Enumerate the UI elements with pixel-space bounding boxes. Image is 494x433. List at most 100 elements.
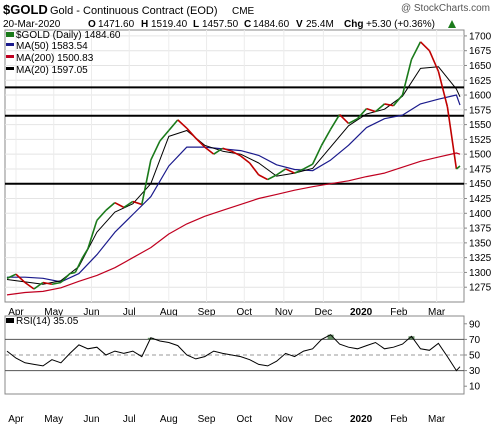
price-segment: [240, 155, 251, 164]
legend-swatch-price: [6, 32, 14, 37]
low-label: L: [193, 19, 199, 30]
change-value: +5.30 (+0.36%): [366, 19, 435, 30]
rsi-y-tick-label: 30: [469, 366, 481, 377]
rsi-grid: [5, 338, 464, 372]
price-x-tick-label: Nov: [275, 307, 293, 318]
price-segment: [42, 281, 53, 286]
price-y-tick-label: 1325: [469, 253, 492, 264]
volume-label: V: [296, 19, 303, 30]
legend-ma50: MA(50) 1583.54: [16, 41, 88, 52]
price-y-tick-label: 1350: [469, 238, 492, 249]
price-segment: [419, 41, 431, 52]
price-x-tick-label: 2020: [350, 307, 373, 318]
close-label: C: [244, 19, 251, 30]
close-value: 1484.60: [253, 19, 290, 30]
price-segment: [168, 119, 179, 132]
price-segment: [159, 130, 170, 142]
rsi-x-tick-label: Jun: [83, 414, 99, 425]
price-segment: [123, 200, 134, 209]
symbol-title: $GOLD: [3, 2, 48, 17]
rsi-overbought-fill: [327, 334, 334, 340]
legend-ma200: MA(200) 1500.83: [16, 53, 94, 64]
rsi-x-tick-label: Mar: [428, 414, 446, 425]
price-segment: [81, 248, 89, 259]
price-x-axis: Apr May Jun Jul Aug Sep Oct Nov Dec 2020 Feb Mar: [8, 307, 446, 318]
price-y-tick-label: 1550: [469, 120, 492, 131]
support-resistance-lines: [5, 86, 464, 185]
price-segment: [329, 114, 341, 130]
price-segment: [69, 271, 76, 275]
price-segment: [384, 103, 394, 107]
exchange-label: CME: [232, 6, 255, 17]
instrument-name: Gold - Continuous Contract (EOD): [50, 5, 218, 17]
rsi-x-tick-label: May: [44, 414, 63, 425]
price-segment: [222, 147, 232, 152]
legend-price: $GOLD (Daily) 1484.60: [16, 30, 121, 41]
open-label: O: [88, 19, 96, 30]
rsi-x-tick-label: Apr: [8, 414, 24, 425]
price-segment: [177, 119, 188, 129]
rsi-y-axis: 10 30 50 70 90: [464, 319, 481, 393]
up-arrow-icon: [448, 20, 456, 28]
price-segment: [231, 150, 242, 157]
price-segment: [366, 107, 376, 113]
price-segment: [356, 108, 368, 120]
price-legend: $GOLD (Daily) 1484.60 MA(50) 1583.54 MA(…: [6, 30, 121, 76]
price-x-tick-label: Feb: [390, 307, 408, 318]
price-x-tick-label: Jun: [83, 307, 99, 318]
price-segment: [186, 127, 197, 139]
legend-swatch-ma200: [6, 55, 14, 58]
price-segment: [455, 165, 461, 170]
price-segment: [446, 106, 458, 170]
price-x-tick-label: Jul: [123, 307, 136, 318]
rsi-overbought-fill: [408, 336, 415, 340]
price-segment: [285, 168, 295, 174]
price-x-tick-label: Sep: [198, 307, 216, 318]
price-y-tick-label: 1300: [469, 268, 492, 279]
price-x-tick-label: Apr: [8, 307, 24, 318]
rsi-y-tick-label: 90: [469, 319, 481, 330]
price-y-tick-label: 1400: [469, 209, 492, 220]
ma50-line: [7, 94, 461, 283]
price-series-group: [6, 41, 461, 296]
price-panel: [4, 29, 465, 303]
price-y-tick-label: 1275: [469, 283, 492, 294]
price-segment: [105, 202, 116, 211]
price-y-tick-label: 1425: [469, 194, 492, 205]
legend-swatch-ma20: [6, 67, 14, 70]
price-segment: [132, 200, 143, 206]
price-y-tick-label: 1625: [469, 76, 492, 87]
rsi-legend: RSI(14) 35.05: [16, 316, 79, 327]
price-y-tick-label: 1700: [469, 31, 492, 42]
price-segment: [258, 174, 269, 181]
price-segment: [348, 117, 358, 125]
price-segment: [267, 174, 278, 181]
open-value: 1471.60: [98, 19, 135, 30]
price-segment: [213, 147, 224, 155]
ma200-line: [6, 152, 461, 296]
high-label: H: [141, 19, 148, 30]
price-y-axis: 1275 1300 1325 1350 1375 1400 1425 1450 1475 1500…: [464, 31, 492, 294]
low-value: 1457.50: [202, 19, 239, 30]
price-segment: [428, 50, 440, 72]
price-y-tick-label: 1575: [469, 105, 492, 116]
rsi-x-tick-label: Aug: [160, 414, 178, 425]
price-segment: [150, 140, 161, 161]
rsi-x-tick-label: Feb: [390, 414, 408, 425]
price-segment: [392, 94, 404, 107]
volume-value: 25.4M: [306, 19, 334, 30]
price-segment: [33, 281, 44, 290]
price-segment: [6, 273, 17, 280]
price-segment: [15, 273, 26, 284]
price-segment: [195, 137, 206, 148]
price-segment: [204, 146, 215, 155]
rsi-x-tick-label: 2020: [350, 414, 373, 425]
price-y-tick-label: 1500: [469, 150, 492, 161]
price-segment: [338, 113, 350, 124]
rsi-x-tick-label: Oct: [237, 414, 253, 425]
price-segment: [51, 281, 62, 286]
legend-ma20: MA(20) 1597.05: [16, 65, 88, 76]
price-segment: [311, 144, 323, 165]
